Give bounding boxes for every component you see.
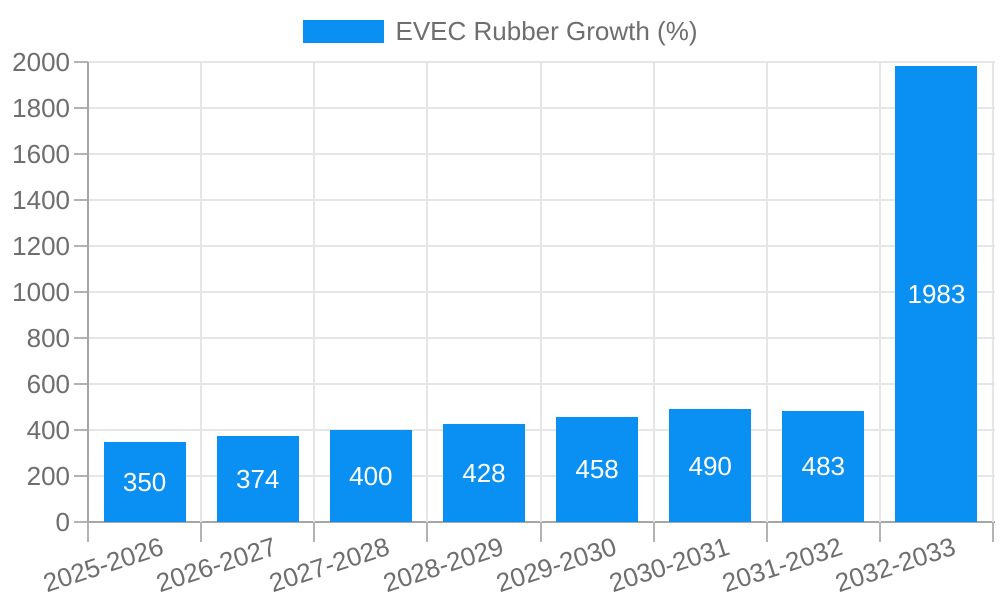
x-axis-line: [88, 521, 995, 523]
bar[interactable]: 490: [669, 409, 752, 522]
bar-value-label: 400: [349, 461, 393, 491]
y-tick-label: 800: [26, 323, 70, 353]
y-tick-label: 2000: [12, 47, 70, 77]
x-tick: [313, 522, 316, 542]
bar-value-label: 490: [688, 450, 732, 481]
bar[interactable]: 483: [782, 410, 865, 522]
x-gridline: [765, 62, 768, 522]
bar[interactable]: 350: [103, 441, 186, 522]
y-tick-label: 1800: [12, 93, 70, 123]
y-tick: [74, 291, 88, 293]
y-tick-label: 1600: [12, 139, 70, 169]
x-tick: [426, 522, 429, 542]
y-tick-label: 1200: [12, 231, 70, 261]
bar-value-label: 374: [235, 463, 280, 494]
x-tick-label: 2031-2032: [718, 531, 846, 599]
y-gridline: [88, 383, 995, 385]
x-gridline: [200, 62, 203, 522]
x-tick: [200, 522, 203, 542]
y-gridline: [88, 107, 995, 109]
x-gridline: [539, 62, 542, 522]
x-tick: [87, 522, 89, 542]
bar[interactable]: 374: [216, 435, 299, 522]
bar[interactable]: 400: [329, 430, 412, 522]
y-tick: [74, 199, 88, 201]
y-tick: [74, 521, 88, 523]
y-tick-label: 1000: [12, 277, 70, 307]
bar-value-label: 483: [801, 451, 845, 482]
x-tick-label: 2032-2033: [831, 531, 960, 599]
x-gridline: [652, 62, 655, 522]
y-tick: [74, 245, 88, 247]
x-tick: [992, 522, 994, 542]
x-gridline: [313, 62, 316, 522]
y-tick-label: 1400: [12, 185, 70, 215]
y-tick: [74, 429, 88, 431]
y-tick-label: 400: [26, 415, 70, 445]
y-tick: [74, 107, 88, 109]
y-axis-line: [87, 62, 89, 522]
bar[interactable]: 1983: [895, 65, 978, 522]
x-tick-label: 2025-2026: [39, 531, 168, 599]
y-gridline: [88, 475, 995, 477]
y-gridline: [88, 61, 995, 63]
y-tick-label: 600: [26, 369, 70, 399]
bar-value-label: 1983: [907, 278, 966, 309]
y-tick-label: 0: [55, 507, 70, 537]
x-gridline: [992, 62, 994, 522]
legend-label: EVEC Rubber Growth (%): [395, 15, 698, 46]
y-gridline: [88, 337, 995, 339]
x-tick: [878, 522, 881, 542]
legend-item[interactable]: EVEC Rubber Growth (%): [302, 15, 698, 47]
y-tick: [74, 383, 88, 385]
x-gridline: [878, 62, 881, 522]
x-tick-label: 2027-2028: [265, 531, 394, 599]
bar[interactable]: 458: [556, 416, 639, 522]
y-tick: [74, 61, 88, 63]
y-gridline: [88, 199, 995, 201]
x-tick: [539, 522, 542, 542]
legend-swatch-icon: [302, 19, 384, 43]
x-tick: [652, 522, 655, 542]
y-gridline: [88, 153, 995, 155]
x-gridline: [426, 62, 429, 522]
bar[interactable]: 428: [442, 423, 525, 522]
y-tick: [74, 475, 88, 477]
y-gridline: [88, 429, 995, 431]
x-tick-label: 2028-2029: [379, 531, 507, 599]
legend: EVEC Rubber Growth (%): [0, 0, 1000, 62]
y-tick-label: 200: [26, 461, 70, 491]
y-gridline: [88, 245, 995, 247]
bar-value-label: 428: [462, 457, 506, 488]
y-tick: [74, 337, 88, 339]
y-gridline: [88, 291, 995, 293]
x-tick-label: 2026-2027: [152, 531, 281, 599]
bar-value-label: 458: [575, 454, 619, 485]
x-tick-label: 2029-2030: [492, 531, 620, 599]
x-tick-label: 2030-2031: [605, 531, 733, 599]
y-tick: [74, 153, 88, 155]
x-tick: [765, 522, 768, 542]
bar-value-label: 350: [122, 466, 167, 497]
